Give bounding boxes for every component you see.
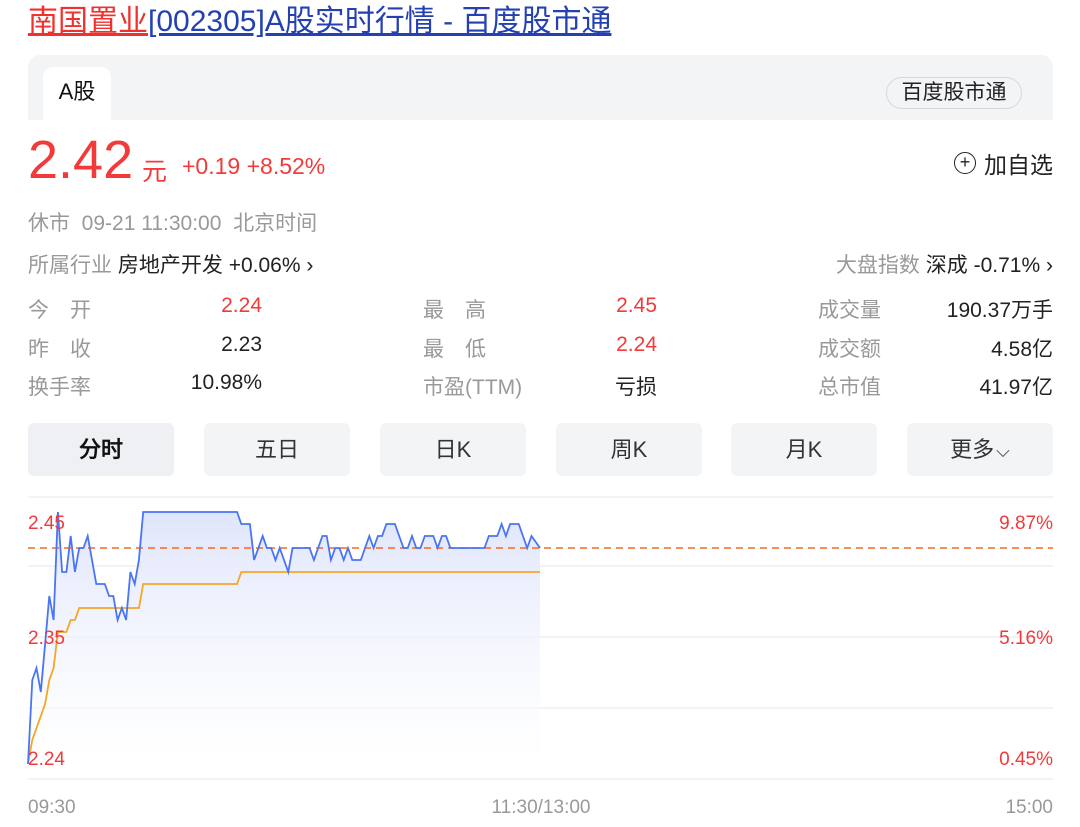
price-unit: 元 <box>142 158 168 186</box>
period-tab[interactable]: 日K <box>380 423 526 476</box>
stat-value: 10.98% <box>190 371 262 394</box>
stat-value: 41.97亿 <box>979 376 1053 399</box>
average-price-line <box>27 571 540 765</box>
index-name: 深成 <box>925 254 968 277</box>
index-label: 大盘指数 <box>835 254 920 277</box>
x-tick: 09:30 <box>28 797 76 818</box>
stat-label: 成交额 <box>818 338 881 361</box>
chevron-down-icon: ⌵ <box>996 441 1010 461</box>
plus-circle-icon: + <box>954 152 976 174</box>
stat-value: 亏损 <box>615 376 657 399</box>
add-watchlist-button[interactable]: + 加自选 <box>954 146 1053 180</box>
x-tick: 15:00 <box>1005 797 1053 818</box>
y-tick-right: 5.16% <box>999 628 1053 649</box>
stat-label: 昨 收 <box>28 338 91 361</box>
price-line <box>27 511 541 765</box>
stat-label: 最 低 <box>423 338 486 361</box>
x-tick: 11:30/13:00 <box>492 797 591 818</box>
stat-value: 190.37万手 <box>946 299 1053 322</box>
period-tab-label: 月K <box>785 437 823 462</box>
price-area <box>28 512 540 764</box>
period-tab[interactable]: 月K <box>731 423 877 476</box>
period-tab[interactable]: 更多 ⌵ <box>907 423 1053 476</box>
stock-name[interactable]: 南国置业 <box>28 5 148 38</box>
stat-label: 换手率 <box>28 376 91 399</box>
period-tab-label: 周K <box>610 437 648 462</box>
add-watchlist-label: 加自选 <box>984 152 1053 178</box>
y-tick-right: 9.87% <box>999 513 1053 534</box>
chevron-right-icon: › <box>306 254 314 277</box>
intraday-chart: 2.45 2.35 2.24 9.87% 5.16% 0.45% 09:30 11:30/13… <box>27 496 1053 818</box>
market-tab-bar <box>28 55 1053 120</box>
y-tick-left: 2.24 <box>28 749 65 770</box>
y-tick-left: 2.35 <box>28 628 65 649</box>
stat-value: 4.58亿 <box>991 338 1053 361</box>
industry-link[interactable]: 所属行业 房地产开发 +0.06% › <box>28 249 313 279</box>
status-text: 休市 <box>28 212 70 235</box>
title-rest[interactable]: [002305]A股实时行情 - 百度股市通 <box>148 5 612 38</box>
period-tab-label: 更多 <box>950 437 995 462</box>
stat-label: 今 开 <box>28 299 91 322</box>
market-status: 休市 09-21 11:30:00 北京时间 <box>28 207 317 237</box>
price-change: +0.19 +8.52% <box>182 153 325 180</box>
stat-label: 成交量 <box>818 299 881 322</box>
stat-label: 市盈(TTM) <box>423 376 523 399</box>
period-tab[interactable]: 五日 <box>204 423 350 476</box>
stat-value: 2.45 <box>616 294 657 317</box>
stat-value: 2.23 <box>221 333 262 356</box>
period-tab[interactable]: 分时 <box>28 423 174 476</box>
period-tab[interactable]: 周K <box>556 423 702 476</box>
industry-name: 房地产开发 <box>117 254 223 277</box>
industry-label: 所属行业 <box>28 254 112 277</box>
tab-a-share[interactable]: A股 <box>43 67 111 120</box>
current-price: 2.42 <box>28 130 134 190</box>
industry-change: +0.06% <box>228 254 301 277</box>
stat-value: 2.24 <box>616 333 657 356</box>
status-timezone: 北京时间 <box>233 212 318 235</box>
change-amount: +0.19 <box>182 153 241 179</box>
stat-label: 最 高 <box>423 299 486 322</box>
period-tab-label: 五日 <box>254 437 299 462</box>
status-datetime: 09-21 11:30:00 <box>81 212 222 235</box>
y-tick-left: 2.45 <box>28 513 65 534</box>
index-change: -0.71% <box>973 254 1041 277</box>
stat-value: 2.24 <box>221 294 262 317</box>
period-tab-label: 日K <box>434 437 472 462</box>
stat-label: 总市值 <box>818 376 881 399</box>
chevron-right-icon: › <box>1046 254 1053 277</box>
page-title-link[interactable]: 南国置业[002305]A股实时行情 - 百度股市通 <box>28 2 611 42</box>
market-index-link[interactable]: 大盘指数 深成 -0.71% › <box>836 249 1053 279</box>
period-tab-label: 分时 <box>78 437 123 462</box>
y-tick-right: 0.45% <box>999 749 1053 770</box>
baidu-stock-badge[interactable]: 百度股市通 <box>886 77 1022 109</box>
change-percent: +8.52% <box>246 153 326 179</box>
